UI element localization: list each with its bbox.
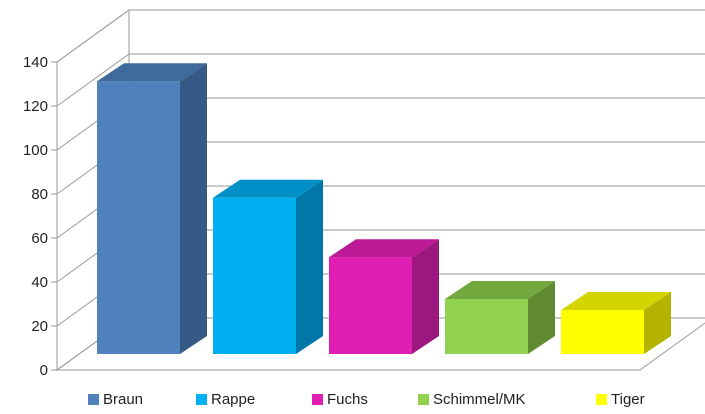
y-axis-ticks: 0 20 40 60 80 100 120 140	[23, 54, 58, 379]
y-tick-label: 140	[23, 54, 48, 71]
bar-side	[296, 179, 323, 354]
bar-front	[561, 310, 644, 354]
y-tick-label: 0	[40, 362, 48, 379]
bar-side	[180, 63, 207, 354]
legend-item-rappe: Rappe	[196, 391, 255, 408]
legend-label: Schimmel/MK	[433, 391, 526, 408]
bar-top	[445, 281, 555, 299]
bar-tiger[interactable]	[561, 292, 671, 354]
bar-top	[97, 63, 207, 82]
bar-front	[97, 81, 180, 354]
legend-item-schimmel-mk: Schimmel/MK	[418, 391, 526, 408]
y-tick-label: 20	[31, 318, 48, 335]
legend-swatch	[88, 394, 99, 405]
bar-front	[213, 197, 296, 354]
bar-braun[interactable]	[97, 63, 207, 354]
y-tick-label: 120	[23, 98, 48, 115]
bar-rappe[interactable]	[213, 179, 323, 354]
legend-swatch	[596, 394, 607, 405]
gridline	[56, 53, 705, 107]
y-tick-label: 80	[31, 186, 48, 203]
bar-side	[644, 292, 671, 354]
y-tick-label: 40	[31, 274, 48, 291]
bar-top	[329, 239, 439, 258]
legend: Braun Rappe Fuchs Schimmel/MK Tiger	[88, 391, 645, 408]
bar-top	[561, 292, 671, 310]
bar-side	[528, 281, 555, 354]
legend-label: Tiger	[611, 391, 645, 408]
bar-front	[329, 257, 412, 354]
legend-item-fuchs: Fuchs	[312, 391, 368, 408]
legend-swatch	[196, 394, 207, 405]
legend-item-tiger: Tiger	[596, 391, 645, 408]
legend-swatch	[418, 394, 429, 405]
bar-front	[445, 299, 528, 354]
bar-side	[412, 239, 439, 354]
y-tick-label: 60	[31, 230, 48, 247]
bar-schimmel-mk[interactable]	[445, 281, 555, 354]
bar-top	[213, 179, 323, 198]
bar-fuchs[interactable]	[329, 239, 439, 354]
legend-label: Rappe	[211, 391, 255, 408]
y-tick-label: 100	[23, 142, 48, 159]
gridline	[56, 9, 705, 63]
legend-swatch	[312, 394, 323, 405]
legend-label: Braun	[103, 391, 143, 408]
bars	[97, 63, 671, 354]
legend-item-braun: Braun	[88, 391, 143, 408]
legend-label: Fuchs	[327, 391, 368, 408]
